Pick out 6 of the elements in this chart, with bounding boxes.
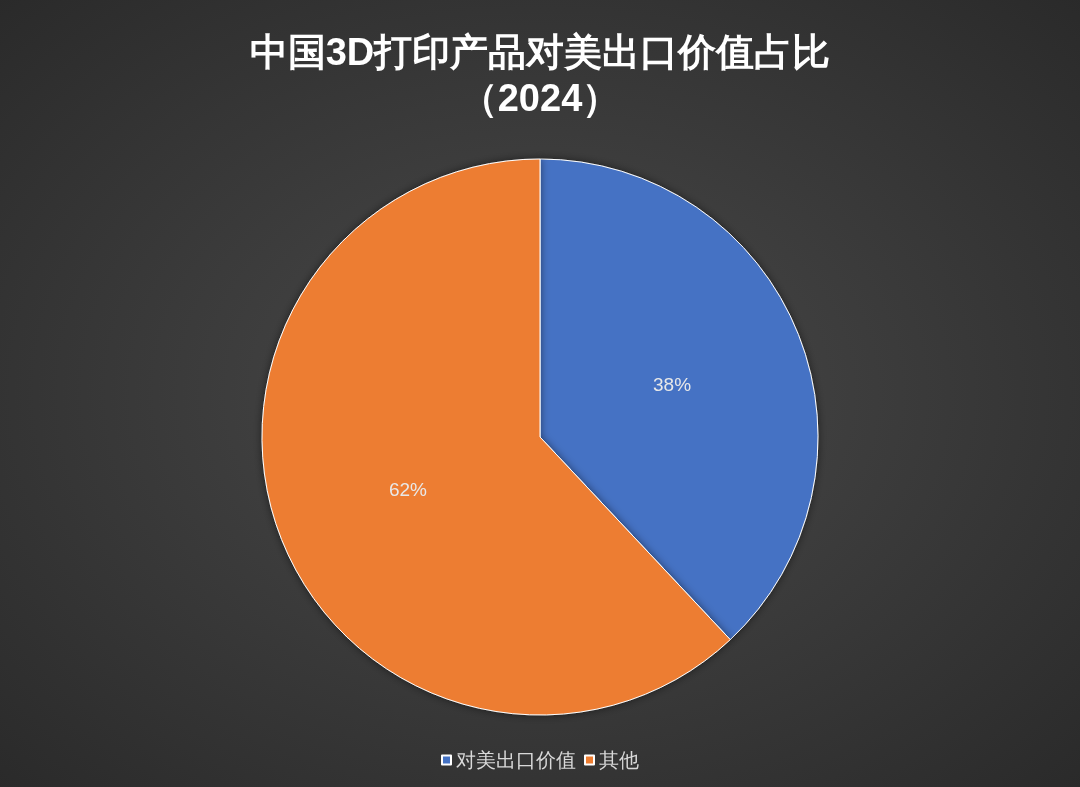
legend-label: 对美出口价值 [456,749,576,771]
data-label: 38% [653,374,692,396]
chart-subtitle: （2024） [459,77,621,119]
legend-label: 其他 [599,749,639,771]
data-label: 62% [388,478,428,500]
chart-title: 中国3D打印产品对美出口价值占比 [249,31,831,73]
